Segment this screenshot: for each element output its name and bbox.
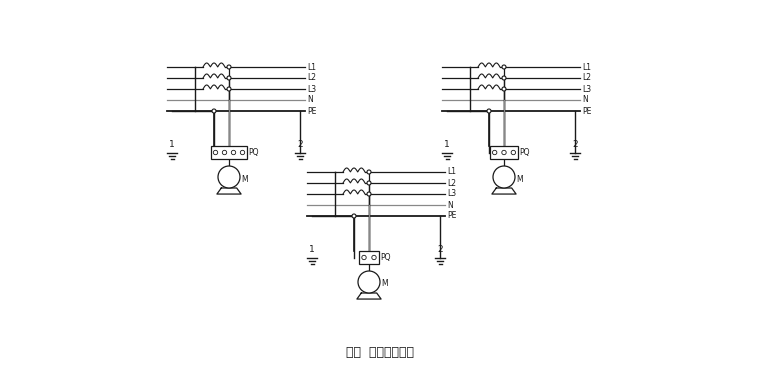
Text: PE: PE bbox=[307, 106, 316, 116]
Text: L2: L2 bbox=[307, 73, 316, 83]
Text: N: N bbox=[307, 95, 313, 105]
Circle shape bbox=[227, 87, 231, 91]
Circle shape bbox=[218, 166, 240, 188]
Bar bbox=[490, 146, 518, 159]
Circle shape bbox=[227, 76, 231, 80]
Text: N: N bbox=[447, 200, 453, 210]
Circle shape bbox=[372, 255, 376, 260]
Text: PQ: PQ bbox=[380, 253, 391, 262]
Text: PE: PE bbox=[582, 106, 591, 116]
Text: L1: L1 bbox=[307, 62, 316, 72]
Circle shape bbox=[227, 65, 231, 69]
Text: PQ: PQ bbox=[248, 148, 258, 157]
Circle shape bbox=[487, 109, 491, 113]
Bar bbox=[359, 251, 379, 264]
Circle shape bbox=[362, 255, 366, 260]
Circle shape bbox=[231, 150, 236, 155]
Circle shape bbox=[367, 170, 371, 174]
Circle shape bbox=[511, 150, 515, 155]
Text: PQ: PQ bbox=[519, 148, 530, 157]
Circle shape bbox=[502, 150, 506, 155]
Text: L1: L1 bbox=[582, 62, 591, 72]
Circle shape bbox=[212, 109, 216, 113]
Text: PE: PE bbox=[447, 211, 456, 221]
Text: M: M bbox=[381, 280, 388, 288]
Text: L2: L2 bbox=[447, 178, 456, 188]
Circle shape bbox=[367, 181, 371, 185]
Circle shape bbox=[367, 192, 371, 196]
Text: L3: L3 bbox=[307, 84, 316, 94]
Circle shape bbox=[492, 150, 497, 155]
Text: L2: L2 bbox=[582, 73, 591, 83]
Bar bbox=[211, 146, 247, 159]
Text: 2: 2 bbox=[297, 140, 302, 149]
Text: L3: L3 bbox=[447, 189, 456, 199]
Text: M: M bbox=[241, 174, 248, 184]
Circle shape bbox=[352, 214, 356, 218]
Text: L1: L1 bbox=[447, 167, 456, 177]
Circle shape bbox=[502, 87, 506, 91]
Text: M: M bbox=[516, 174, 523, 184]
Circle shape bbox=[240, 150, 245, 155]
Text: 2: 2 bbox=[437, 245, 443, 254]
Circle shape bbox=[214, 150, 217, 155]
Text: 1: 1 bbox=[169, 140, 175, 149]
Circle shape bbox=[493, 166, 515, 188]
Circle shape bbox=[502, 65, 506, 69]
Text: 图二  漏电接线示意: 图二 漏电接线示意 bbox=[346, 345, 414, 359]
Text: 2: 2 bbox=[572, 140, 578, 149]
Circle shape bbox=[222, 150, 226, 155]
Circle shape bbox=[502, 76, 506, 80]
Circle shape bbox=[358, 271, 380, 293]
Text: 1: 1 bbox=[309, 245, 315, 254]
Text: 1: 1 bbox=[444, 140, 450, 149]
Text: N: N bbox=[582, 95, 587, 105]
Text: L3: L3 bbox=[582, 84, 591, 94]
